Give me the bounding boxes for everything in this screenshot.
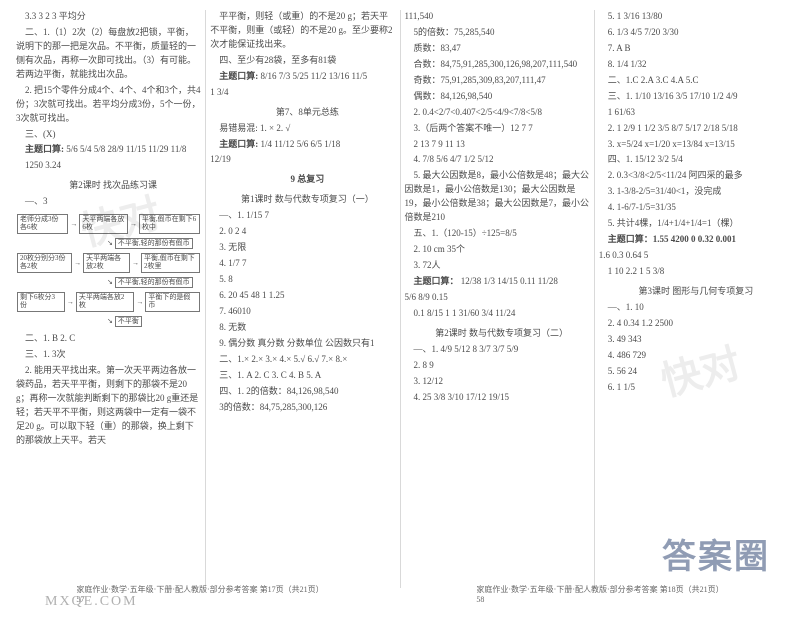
text: 2. 0 2 4: [210, 225, 395, 239]
text: 易错易混: 1. × 2. √: [210, 122, 395, 136]
text: 二、1. B 2. C: [16, 332, 201, 346]
text: —、1. 10: [599, 301, 784, 315]
text: 3. 无限: [210, 241, 395, 255]
text: 四、1. 15/12 3/2 5/4: [599, 153, 784, 167]
text: 1.6 0.3 0.64 5: [599, 249, 784, 263]
flowchart: 老师分成3份各6枚→ 天平两端各放6枚→ 平衡,假币在剩下6枚中 ↘不平衡,轻的…: [16, 213, 201, 328]
text: 2. 0.3<3/8<2/5<11/24 阿四采的最多: [599, 169, 784, 183]
text: —、3: [16, 195, 201, 209]
text: 质数：83,47: [405, 42, 590, 56]
text: 合数：84,75,91,285,300,126,98,207,111,540: [405, 58, 590, 72]
text: 平平衡，则轻（或重）的不是20 g；若天平不平衡，则重（或轻）的不是20 g。至…: [210, 10, 395, 52]
text: 5/6 8/9 0.15: [405, 291, 590, 305]
text: 主题口算: 1/4 11/12 5/6 6/5 1/18: [210, 138, 395, 152]
text: 3.3 3 2 3 平均分: [16, 10, 201, 24]
text: 四、至少有28袋，至多有81袋: [210, 54, 395, 68]
text: 5. 1 3/16 13/80: [599, 10, 784, 24]
text: 4. 25 3/8 3/10 17/12 19/15: [405, 391, 590, 405]
text: 二、1.（1）2次（2）每盘放2把锁，平衡，说明下的那一把是次品。不平衡，质量轻…: [16, 26, 201, 82]
text: 5. 56 24: [599, 365, 784, 379]
text: 6. 20 45 48 1 1.25: [210, 289, 395, 303]
text: 偶数：84,126,98,540: [405, 90, 590, 104]
column-4: 5. 1 3/16 13/80 6. 1/3 4/5 7/20 3/30 7. …: [594, 10, 788, 588]
column-2: 平平衡，则轻（或重）的不是20 g；若天平不平衡，则重（或轻）的不是20 g。至…: [205, 10, 399, 588]
section-title: 第3课时 图形与几何专项复习: [599, 285, 784, 299]
text: 1 61/63: [599, 106, 784, 120]
text: 6. 1 1/5: [599, 381, 784, 395]
text: 4. 1-6/7-1/5=31/35: [599, 201, 784, 215]
text: 3. 12/12: [405, 375, 590, 389]
text: 主题口算: 5/6 5/4 5/8 28/9 11/15 11/29 11/8: [16, 143, 201, 157]
text: 3. x=5/24 x=1/20 x=13/84 x=13/15: [599, 138, 784, 152]
text: 9. 偶分数 真分数 分数单位 公因数只有1: [210, 337, 395, 351]
section-title: 第2课时 找次品练习课: [16, 179, 201, 193]
text: 5. 8: [210, 273, 395, 287]
text: —、1. 4/9 5/12 8 3/7 3/7 5/9: [405, 343, 590, 357]
text: 主题口算: 8/16 7/3 5/25 11/2 13/16 11/5: [210, 70, 395, 84]
text: 奇数：75,91,285,309,83,207,111,47: [405, 74, 590, 88]
text: 1 10 2.2 1 5 3/8: [599, 265, 784, 279]
text: 主题口算：1.55 4200 0 0.32 0.001: [599, 233, 784, 247]
text: 0.1 8/15 1 1 31/60 3/4 11/24: [405, 307, 590, 321]
footer-right: 家庭作业·数学·五年级·下册·配人教版·部分参考答案 第18页（共21页） 58: [436, 584, 763, 604]
text: 二、1.× 2.× 3.× 4.× 5.√ 6.√ 7.× 8.×: [210, 353, 395, 367]
text: 3. 72人: [405, 259, 590, 273]
text: 三、1. 1/10 13/16 3/5 17/10 1/2 4/9: [599, 90, 784, 104]
text: 2. 10 cm 35个: [405, 243, 590, 257]
answer-badge: 答案圈: [662, 529, 770, 578]
text: 2 13 7 9 11 13: [405, 138, 590, 152]
column-3: 111,540 5的倍数：75,285,540 质数：83,47 合数：84,7…: [400, 10, 594, 588]
text: 3. 1-3/8-2/5=31/40<1，没完成: [599, 185, 784, 199]
text: 二、1.C 2.A 3.C 4.A 5.C: [599, 74, 784, 88]
text: —、1. 1/15 7: [210, 209, 395, 223]
text: 5. 最大公因数是8，最小公倍数是48；最大公因数是1，最小公倍数是130；最大…: [405, 169, 590, 225]
text: 2. 把15个零件分成4个、4个、4个和3个，共4份；3次就可找出。若平均分成3…: [16, 84, 201, 126]
text: 三、1. A 2. C 3. C 4. B 5. A: [210, 369, 395, 383]
text: 8. 无数: [210, 321, 395, 335]
text: 5. 共计4棵，1/4+1/4+1/4=1（棵）: [599, 217, 784, 231]
section-title: 第1课时 数与代数专项复习（一）: [210, 193, 395, 207]
text: 5的倍数：75,285,540: [405, 26, 590, 40]
source-url: MXQE.COM: [45, 594, 138, 610]
text: 三、1. 3次: [16, 348, 201, 362]
text: 2. 能用天平找出来。第一次天平两边各放一袋药品，若天平平衡，则剩下的那袋不是2…: [16, 364, 201, 448]
text: 3. 49 343: [599, 333, 784, 347]
column-1: 3.3 3 2 3 平均分 二、1.（1）2次（2）每盘放2把锁，平衡，说明下的…: [12, 10, 205, 588]
text: 3.（后两个答案不唯一）12 7 7: [405, 122, 590, 136]
page: 3.3 3 2 3 平均分 二、1.（1）2次（2）每盘放2把锁，平衡，说明下的…: [0, 0, 800, 618]
section-title: 9 总复习: [210, 173, 395, 187]
text: 111,540: [405, 10, 590, 24]
section-title: 第2课时 数与代数专项复习（二）: [405, 327, 590, 341]
section-title: 第7、8单元总练: [210, 106, 395, 120]
text: 2. 0.4<2/7<0.407<2/5<4/9<7/8<5/8: [405, 106, 590, 120]
text: 12/19: [210, 153, 395, 167]
text: 主题口算： 12/38 1/3 14/15 0.11 11/28: [405, 275, 590, 289]
text: 3的倍数：84,75,285,300,126: [210, 401, 395, 415]
text: 1250 3.24: [16, 159, 201, 173]
text: 4. 486 729: [599, 349, 784, 363]
text: 6. 1/3 4/5 7/20 3/30: [599, 26, 784, 40]
text: 8. 1/4 1/32: [599, 58, 784, 72]
text: 4. 7/8 5/6 4/7 1/2 5/12: [405, 153, 590, 167]
text: 四、1. 2的倍数：84,126,98,540: [210, 385, 395, 399]
text: 4. 1/7 7: [210, 257, 395, 271]
text: 2. 1 2/9 1 1/2 3/5 8/7 5/17 2/18 5/18: [599, 122, 784, 136]
text: 2. 4 0.34 1.2 2500: [599, 317, 784, 331]
text: 2. 8 9: [405, 359, 590, 373]
text: 7. A B: [599, 42, 784, 56]
text: 五、1.（120-15）÷125=8/5: [405, 227, 590, 241]
text: 三、(X): [16, 128, 201, 142]
text: 1 3/4: [210, 86, 395, 100]
text: 7. 46010: [210, 305, 395, 319]
